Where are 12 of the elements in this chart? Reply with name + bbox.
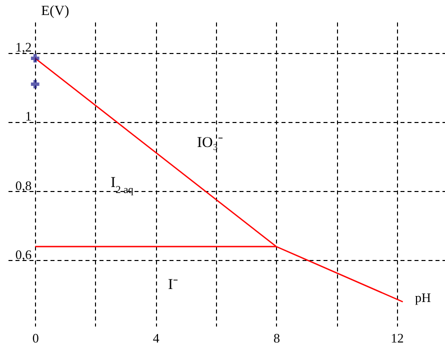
x-tick-label: 4 [152, 330, 160, 346]
y-tick-label: 0,6 [15, 246, 32, 262]
x-tick-label: 12 [390, 330, 404, 346]
y-tick-label: 0,8 [15, 178, 32, 193]
annotation: I⁻ [168, 277, 178, 293]
x-tick-label: 8 [273, 330, 280, 346]
y-tick-label: 1 [25, 108, 32, 124]
y-axis-title: E(V) [41, 4, 70, 19]
x-tick-label: 0 [32, 330, 39, 346]
x-axis-title: pH [415, 290, 431, 305]
y-tick-label: 1,2 [15, 40, 32, 55]
annotation: IO₃⁻ [196, 135, 224, 151]
